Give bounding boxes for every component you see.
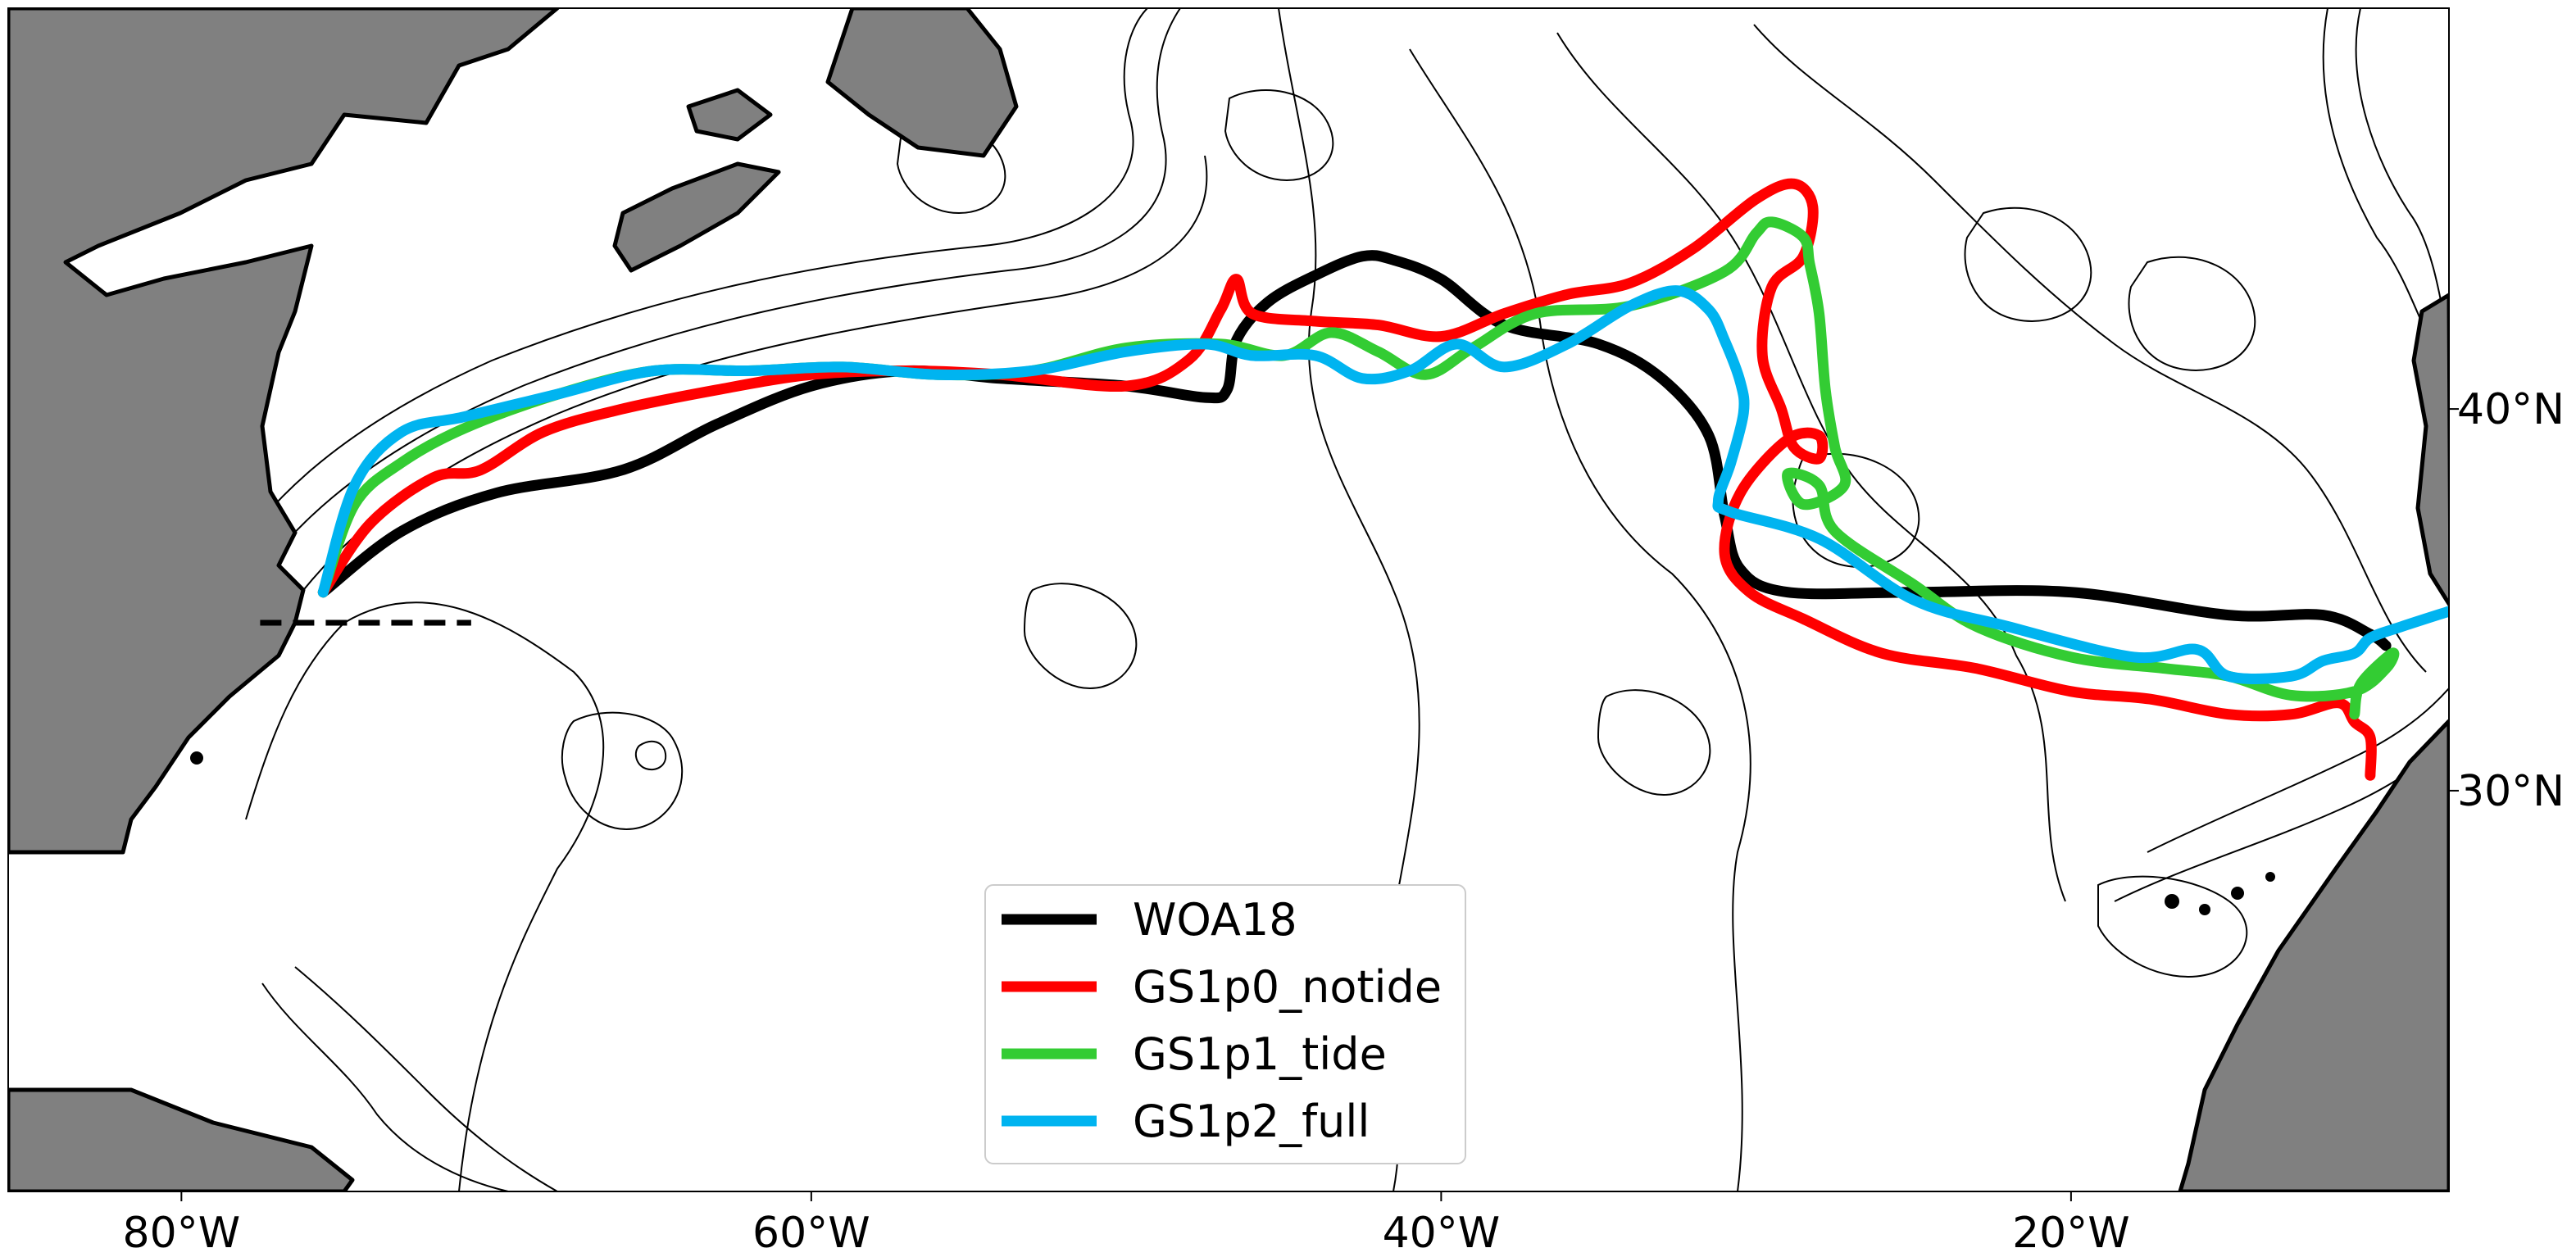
plot-frame (7, 7, 2450, 1192)
legend-label-gs1p2-full: GS1p2_full (1133, 1096, 1370, 1147)
series-line-gs1p2-full (317, 285, 2449, 684)
island-markers (190, 751, 2275, 915)
gulf-island-land (686, 88, 773, 142)
caribbean-land (8, 1087, 355, 1191)
y-tick-label: 30°N (2457, 767, 2565, 816)
y-tick-label: 40°N (2457, 385, 2565, 434)
legend-box (984, 884, 1466, 1164)
x-tick-label: 80°W (123, 1209, 241, 1248)
series-line-woa18 (317, 250, 2392, 651)
legend: WOA18 GS1p0_notide GS1p1_tide GS1p2_full (984, 884, 1466, 1164)
series-line-gs1p0-notide (317, 178, 2377, 781)
x-tick-label: 60°W (752, 1209, 870, 1248)
newfoundland-land (825, 8, 1019, 158)
africa-land (2178, 293, 2449, 1191)
legend-label-gs1p0-notide: GS1p0_notide (1133, 961, 1442, 1013)
legend-label-gs1p1-tide: GS1p1_tide (1133, 1028, 1387, 1080)
land-masses (8, 8, 2449, 1191)
x-tick-label: 40°W (1383, 1209, 1501, 1248)
nova-scotia-land (612, 161, 781, 273)
north-america-land (8, 8, 560, 855)
x-tick-label: 20°W (2012, 1209, 2130, 1248)
legend-label-woa18: WOA18 (1133, 894, 1297, 946)
